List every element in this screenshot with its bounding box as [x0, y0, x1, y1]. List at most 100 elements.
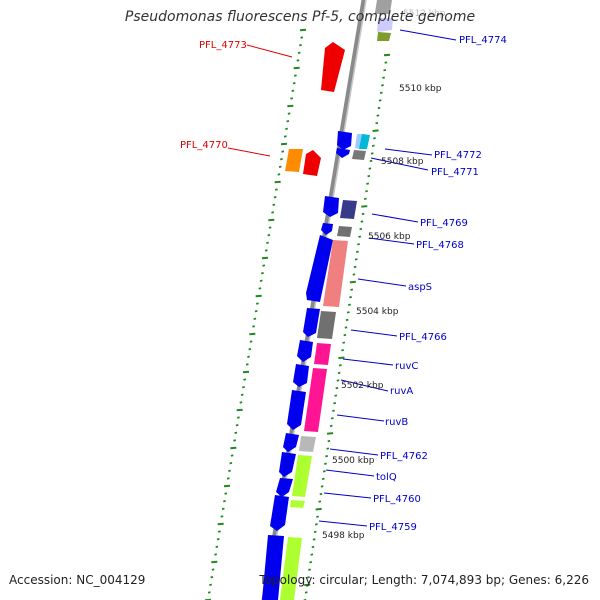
tick-mark [252, 325, 256, 328]
kbp-label: 5508 kbp [381, 157, 424, 167]
gene-label-right[interactable]: PFL_4771 [431, 167, 479, 178]
gene-blue-10[interactable] [283, 433, 299, 452]
tick-mark [234, 431, 238, 434]
gene-label-right[interactable]: PFL_4772 [434, 150, 482, 161]
tick-mark [259, 279, 263, 282]
gene-blue-2[interactable] [336, 148, 350, 158]
tick-mark [290, 97, 294, 100]
tick-mark [273, 196, 277, 199]
tick-mark [211, 568, 215, 571]
tick-mark [239, 401, 243, 404]
tick-mark [215, 545, 219, 548]
gene-label-left[interactable]: PFL_4770 [180, 140, 228, 151]
tick-mark [382, 76, 386, 79]
gene-label-left[interactable]: PFL_4773 [199, 40, 247, 51]
tick-mark [264, 249, 268, 252]
gene-pfl-4769[interactable] [340, 200, 357, 219]
gene-label-right[interactable]: ruvA [390, 386, 413, 397]
tick-mark [274, 180, 281, 184]
tick-mark [322, 470, 326, 473]
tick-mark [287, 112, 291, 115]
tick-mark [363, 197, 367, 200]
gene-pfl-4774b[interactable] [377, 32, 391, 41]
tick-mark [383, 53, 391, 57]
gene-label-right[interactable]: PFL_4762 [380, 451, 428, 462]
gene-pfl-4760[interactable] [290, 500, 305, 508]
gene-pfl-4774-top[interactable] [374, 0, 392, 14]
gene-label-right[interactable]: PFL_4759 [369, 522, 417, 533]
tick-mark [236, 408, 243, 412]
gene-label-right[interactable]: PFL_4766 [399, 332, 447, 343]
tick-mark [326, 432, 334, 435]
tick-mark [299, 28, 307, 32]
gene-blue-11[interactable] [279, 452, 296, 477]
tick-mark [217, 522, 224, 526]
tick-mark [283, 135, 287, 138]
tick-mark [309, 560, 313, 564]
gene-pfl-4762[interactable] [299, 436, 316, 452]
tick-mark [308, 568, 311, 571]
tick-mark [329, 424, 333, 428]
gene-label-right[interactable]: tolQ [376, 472, 397, 483]
tick-mark [253, 317, 257, 320]
tick-mark [248, 348, 252, 351]
tick-mark [267, 234, 271, 237]
gene-blue-6[interactable] [303, 308, 320, 337]
tick-mark [286, 120, 290, 123]
gene-pfl-4766[interactable] [317, 311, 336, 339]
tick-mark [230, 446, 237, 450]
gene-blue-4[interactable] [321, 223, 333, 235]
tick-mark [312, 538, 316, 541]
tick-mark [333, 402, 337, 405]
gene-pfl-4770b[interactable] [303, 150, 321, 176]
gene-blue-13[interactable] [270, 495, 289, 531]
tick-mark [349, 280, 356, 284]
tick-mark [324, 462, 327, 465]
tick-mark [304, 591, 308, 594]
tick-mark [369, 159, 373, 163]
gene-blue-7[interactable] [297, 340, 313, 362]
gene-pfl-4770a[interactable] [285, 149, 303, 172]
tick-mark [223, 484, 231, 488]
gene-pfl-4768[interactable] [337, 226, 352, 237]
kbp-labels: 5512 kbp 5510 kbp 5508 kbp 5506 kbp 5504… [322, 9, 446, 541]
tick-mark [280, 158, 283, 161]
tick-mark [334, 394, 338, 397]
gene-blue-9[interactable] [287, 390, 306, 430]
gene-label-right[interactable]: PFL_4768 [416, 240, 464, 251]
gene-blue-5[interactable] [306, 235, 333, 302]
tick-mark [359, 227, 363, 231]
tick-mark [221, 507, 225, 510]
gene-label-right[interactable]: ruvB [385, 417, 408, 428]
gene-blue-14[interactable] [262, 535, 284, 600]
kbp-label: 5512 kbp [403, 9, 446, 19]
tick-mark [236, 416, 240, 419]
gene-blue-3[interactable] [323, 196, 339, 217]
tick-mark [365, 190, 368, 193]
gene-label-right[interactable]: PFL_4774 [459, 35, 507, 46]
gene-pfl-4773[interactable] [321, 42, 345, 92]
gene-pfl-4772[interactable] [359, 134, 370, 149]
gene-asps[interactable] [323, 240, 348, 307]
gene-pfl-4759[interactable] [280, 537, 302, 600]
gene-ruvc[interactable] [314, 343, 331, 365]
gene-label-right[interactable]: aspS [408, 282, 432, 293]
tick-mark [272, 203, 276, 206]
gene-pfl-4771[interactable] [352, 150, 366, 160]
gene-blue-8[interactable] [293, 364, 309, 387]
gene-pfl-4774[interactable] [377, 18, 393, 32]
gene-tolq[interactable] [292, 455, 312, 497]
gene-blue-12[interactable] [276, 478, 293, 497]
gene-label-right[interactable]: PFL_4769 [420, 218, 468, 229]
tick-mark [258, 287, 262, 290]
tick-mark [235, 424, 239, 427]
gene-label-right[interactable]: PFL_4760 [373, 494, 421, 505]
tick-mark [378, 99, 382, 102]
tick-mark [336, 379, 340, 382]
gene-blue-1[interactable] [337, 131, 352, 150]
gene-label-right[interactable]: ruvC [395, 361, 418, 372]
tick-mark [249, 340, 253, 343]
tick-mark [372, 129, 379, 132]
gene-ruva-ruvb[interactable] [304, 368, 327, 432]
